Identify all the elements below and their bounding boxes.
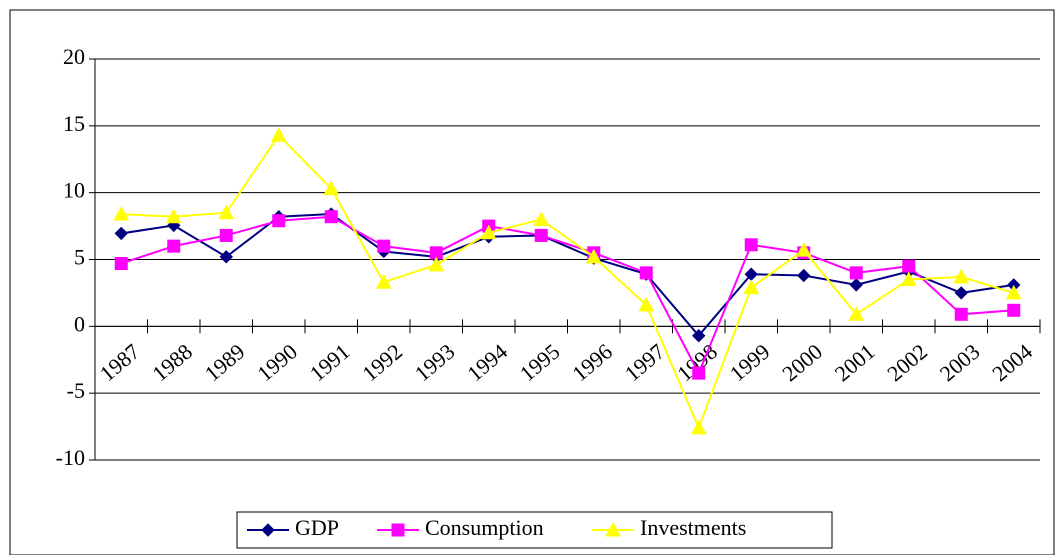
marker (167, 239, 181, 253)
marker (272, 214, 286, 228)
marker (585, 248, 602, 264)
chart-border (9, 9, 1055, 555)
marker (692, 328, 706, 343)
series-line (121, 133, 1015, 431)
marker (690, 419, 707, 435)
marker (1007, 303, 1021, 317)
marker (219, 250, 233, 264)
y-tick-label: -5 (67, 378, 85, 403)
marker (324, 210, 338, 224)
marker (219, 228, 233, 242)
marker (428, 256, 445, 272)
marker (261, 523, 275, 537)
marker (795, 242, 812, 257)
legend-label: Investments (640, 515, 746, 540)
marker (849, 278, 863, 292)
marker (323, 180, 340, 196)
marker (744, 238, 758, 252)
marker (534, 228, 548, 242)
marker (480, 224, 497, 240)
legend-label: GDP (295, 515, 339, 540)
marker (270, 127, 287, 142)
marker (375, 274, 392, 289)
marker (639, 266, 653, 280)
legend-box (236, 511, 833, 549)
marker (1005, 284, 1022, 300)
series-line (120, 215, 1014, 376)
y-tick-label: 20 (63, 44, 85, 69)
marker (900, 271, 917, 287)
marker (953, 268, 970, 284)
marker (377, 239, 391, 253)
marker (954, 307, 968, 321)
legend-label: Consumption (425, 515, 544, 540)
marker (902, 259, 916, 273)
marker (848, 306, 865, 321)
y-tick-label: 15 (63, 111, 85, 136)
y-tick-label: 0 (74, 311, 85, 336)
y-tick-label: 10 (63, 178, 85, 203)
legend: GDP Consumption Investments (236, 511, 833, 549)
marker (797, 268, 811, 283)
marker (849, 266, 863, 280)
marker (954, 286, 968, 300)
marker (114, 226, 128, 241)
marker (638, 296, 655, 312)
marker (605, 521, 621, 537)
marker (165, 208, 182, 224)
y-tick-label: 5 (74, 245, 85, 270)
marker (743, 279, 760, 295)
marker (533, 211, 550, 226)
marker (692, 366, 706, 380)
marker (218, 204, 235, 220)
y-tick-label: -10 (56, 445, 85, 470)
marker (114, 257, 128, 271)
marker (391, 523, 405, 537)
marker (113, 205, 130, 221)
